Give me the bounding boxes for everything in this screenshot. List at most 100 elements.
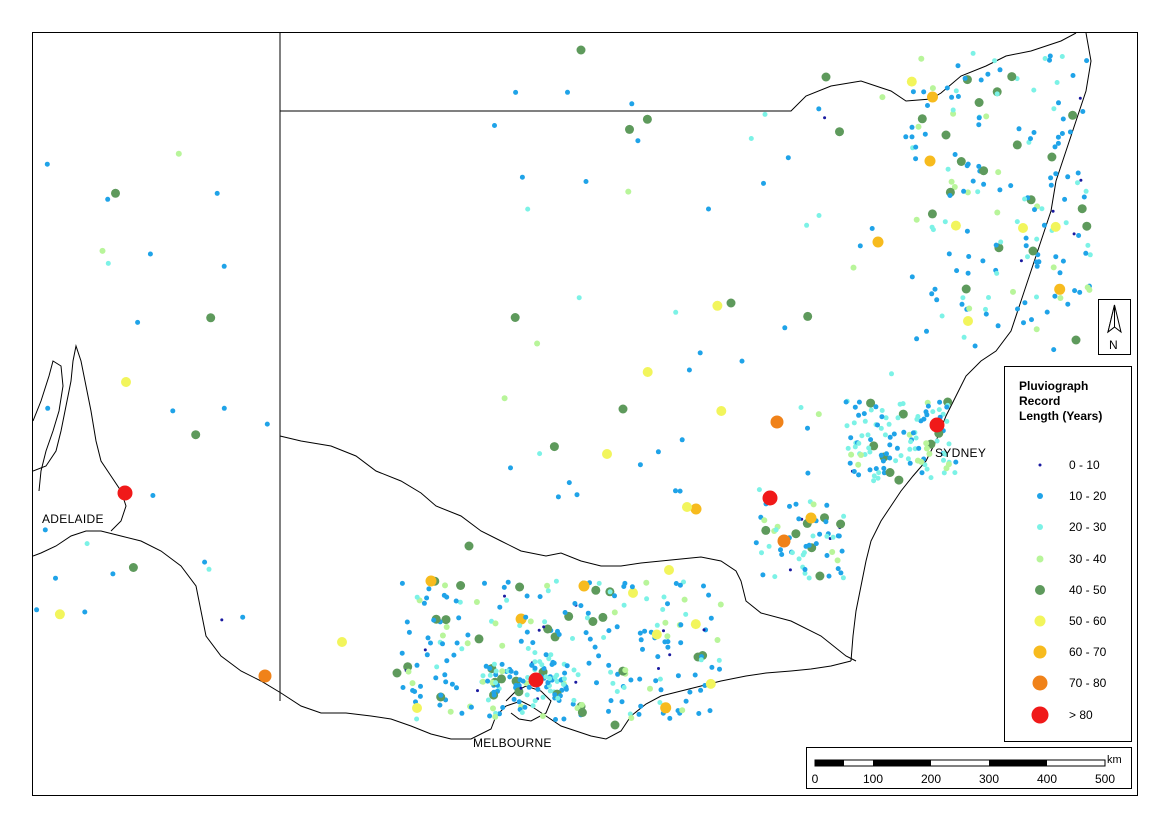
station-point bbox=[875, 475, 881, 481]
station-point bbox=[608, 669, 614, 675]
station-point bbox=[834, 557, 841, 564]
station-point bbox=[175, 150, 182, 157]
station-point bbox=[457, 599, 463, 605]
station-point bbox=[493, 668, 499, 674]
station-point bbox=[997, 67, 1003, 73]
station-point bbox=[844, 423, 850, 429]
station-point bbox=[997, 187, 1003, 193]
station-point bbox=[887, 434, 893, 440]
station-point bbox=[927, 209, 937, 219]
station-point bbox=[856, 472, 862, 478]
station-point bbox=[258, 669, 272, 683]
station-point bbox=[453, 598, 459, 604]
station-point bbox=[976, 163, 982, 169]
station-point bbox=[657, 700, 663, 705]
station-point bbox=[981, 181, 987, 187]
station-point bbox=[856, 440, 862, 446]
station-point bbox=[810, 533, 816, 539]
station-point bbox=[443, 624, 450, 630]
station-point bbox=[34, 607, 40, 613]
station-point bbox=[662, 619, 669, 626]
station-point bbox=[517, 623, 523, 629]
station-point bbox=[655, 449, 661, 455]
station-point bbox=[594, 680, 599, 686]
station-point bbox=[879, 408, 885, 413]
station-point bbox=[878, 425, 884, 431]
station-point bbox=[905, 456, 911, 462]
station-point bbox=[986, 295, 991, 300]
station-point bbox=[497, 674, 506, 684]
station-point bbox=[1054, 283, 1066, 295]
station-point bbox=[871, 473, 877, 479]
station-point bbox=[508, 465, 513, 471]
station-point bbox=[761, 525, 771, 535]
station-point bbox=[928, 475, 934, 481]
station-point bbox=[547, 688, 553, 694]
legend-label: 50 - 60 bbox=[1069, 614, 1107, 628]
station-point bbox=[105, 196, 111, 202]
station-point bbox=[404, 619, 410, 625]
station-point bbox=[972, 343, 978, 349]
station-point bbox=[465, 632, 471, 638]
label-adelaide: ADELAIDE bbox=[42, 512, 104, 526]
station-point bbox=[561, 682, 566, 687]
station-point bbox=[894, 445, 900, 451]
station-point bbox=[909, 274, 915, 280]
station-point bbox=[929, 291, 935, 297]
station-point bbox=[551, 660, 557, 666]
station-point bbox=[1012, 140, 1022, 150]
station-point bbox=[970, 50, 976, 56]
station-point bbox=[698, 687, 704, 693]
station-point bbox=[530, 703, 536, 709]
station-point bbox=[675, 673, 681, 679]
station-point bbox=[843, 399, 849, 405]
station-point bbox=[532, 650, 538, 656]
station-point bbox=[871, 478, 877, 484]
station-point bbox=[1072, 288, 1078, 294]
station-point bbox=[762, 111, 768, 117]
station-point bbox=[1051, 209, 1055, 213]
station-point bbox=[525, 646, 531, 651]
station-point bbox=[412, 689, 418, 694]
station-point bbox=[501, 584, 507, 590]
station-point bbox=[1015, 306, 1020, 312]
station-point bbox=[657, 667, 660, 670]
station-point bbox=[906, 76, 917, 87]
station-point bbox=[857, 243, 863, 249]
station-point bbox=[566, 480, 572, 486]
station-point bbox=[1060, 258, 1066, 264]
station-point bbox=[544, 582, 551, 589]
station-point bbox=[983, 311, 989, 317]
station-point bbox=[1050, 264, 1057, 271]
station-point bbox=[628, 715, 635, 721]
station-point bbox=[683, 698, 689, 704]
station-point bbox=[678, 640, 684, 646]
station-point bbox=[886, 421, 892, 427]
station-point bbox=[586, 660, 592, 666]
legend-label: 20 - 30 bbox=[1069, 520, 1107, 535]
legend-label: 10 - 20 bbox=[1069, 489, 1107, 504]
station-point bbox=[941, 450, 947, 456]
scale-tick-label: 200 bbox=[920, 772, 942, 786]
station-point bbox=[618, 404, 628, 414]
station-point bbox=[753, 540, 759, 546]
station-point bbox=[679, 707, 686, 714]
station-point bbox=[1059, 54, 1065, 59]
station-point bbox=[540, 694, 546, 700]
station-point bbox=[625, 188, 632, 195]
station-point bbox=[499, 661, 505, 667]
station-point bbox=[501, 395, 508, 402]
station-point bbox=[562, 610, 568, 615]
station-point bbox=[553, 717, 558, 722]
station-point bbox=[1029, 317, 1034, 323]
station-point bbox=[485, 697, 491, 703]
legend-label: 70 - 80 bbox=[1069, 676, 1107, 691]
station-point bbox=[998, 239, 1004, 245]
station-point bbox=[966, 254, 972, 259]
station-point bbox=[583, 630, 589, 636]
station-point bbox=[545, 588, 551, 594]
station-point bbox=[1075, 180, 1080, 186]
station-point bbox=[924, 412, 930, 418]
station-point bbox=[759, 550, 764, 556]
station-point bbox=[914, 457, 921, 464]
